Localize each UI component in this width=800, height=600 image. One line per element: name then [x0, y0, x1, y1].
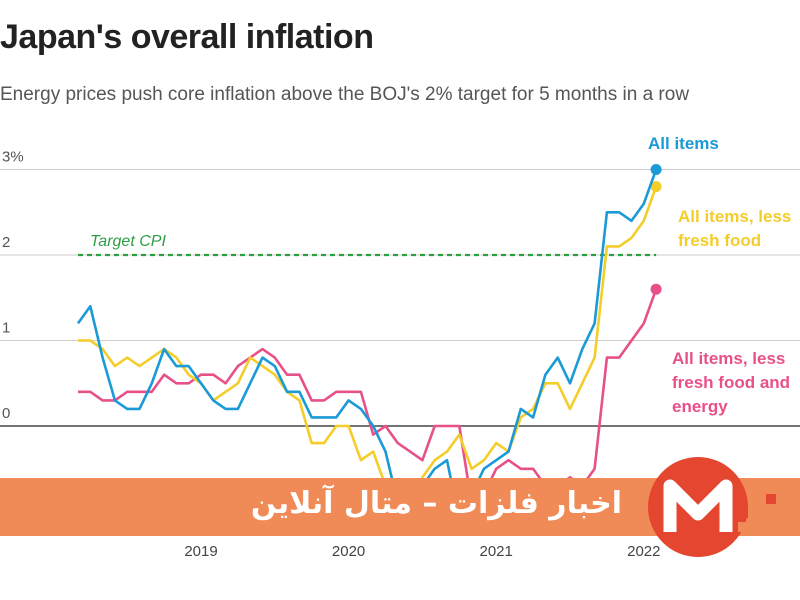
less-fresh-food-energy-label: All items, less fresh food and energy [672, 349, 790, 416]
y-tick-label: 0 [2, 405, 10, 422]
less-fresh-food-label: All items, less fresh food [678, 207, 791, 250]
x-tick-label: 2020 [332, 543, 365, 560]
chart-title: Japan's overall inflation [0, 18, 374, 56]
y-tick-label: 2 [2, 234, 10, 251]
y-tick-label: 3% [2, 149, 24, 166]
all-items-line [76, 169, 658, 530]
less-fresh-food-line [78, 186, 658, 513]
series-label-line: fresh food [678, 231, 761, 250]
less-fresh-food-end-point [650, 181, 662, 193]
series-label-line: All items, less [678, 207, 791, 226]
less-fresh-food-energy-end-point [650, 283, 662, 295]
x-tick-label: 2019 [184, 543, 217, 560]
series-label-line: fresh food and [672, 373, 790, 392]
watermark-banner-text: اخبار فلزات – متال آنلاین [250, 486, 622, 521]
x-tick-label: 2021 [480, 543, 513, 560]
target-line-group: Target CPI [78, 233, 657, 257]
y-axis-tick-labels: 3%210−1 [2, 149, 24, 508]
y-tick-label: 1 [2, 320, 10, 337]
x-axis-tick-labels: 2019 2020 2021 2022 [184, 543, 660, 560]
series-label-line: All items, less [672, 349, 785, 368]
series-label-line: All items [648, 134, 719, 153]
all-items-label: All items [648, 134, 719, 153]
target-cpi-label: Target CPI [90, 233, 166, 250]
less-fresh-food-energy-line [78, 288, 658, 505]
x-tick-label: 2022 [627, 543, 660, 560]
series-label-line: energy [672, 397, 728, 416]
all-items-end-point [650, 164, 662, 175]
chart-subtitle: Energy prices push core inflation above … [0, 84, 690, 105]
series-lines [76, 164, 662, 530]
metal-online-logo-icon [648, 457, 776, 557]
